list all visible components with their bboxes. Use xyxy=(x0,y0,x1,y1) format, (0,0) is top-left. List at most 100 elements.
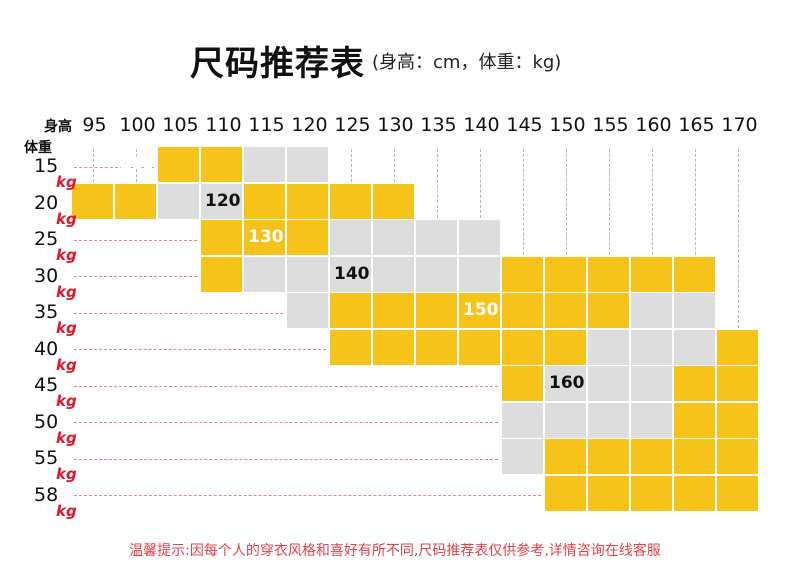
size-cell-yellow xyxy=(717,366,758,401)
size-cell-gray xyxy=(545,402,586,438)
size-cell-yellow xyxy=(674,366,715,401)
size-label: 120 xyxy=(205,190,241,211)
vertical-guide-line xyxy=(350,149,352,182)
height-column-label: 100 xyxy=(119,114,156,136)
weight-unit-label: kg xyxy=(56,501,77,520)
weight-row-label: 30 xyxy=(34,264,59,287)
size-cell-yellow xyxy=(588,475,629,511)
size-cell-yellow xyxy=(717,329,758,365)
size-cell-gray xyxy=(588,329,629,365)
vertical-guide-line xyxy=(479,149,481,218)
size-cell-yellow xyxy=(502,329,543,365)
size-cell-gray xyxy=(545,366,586,401)
weight-row-label: 25 xyxy=(34,228,59,250)
height-column-label: 145 xyxy=(506,114,543,136)
size-cell-gray xyxy=(158,183,199,219)
size-cell-yellow xyxy=(373,293,414,328)
size-cell-gray xyxy=(416,220,457,255)
size-label: 110 xyxy=(119,154,155,174)
size-cell-yellow xyxy=(244,220,285,255)
height-column-label: 110 xyxy=(205,114,242,136)
size-cell-gray xyxy=(201,183,242,219)
size-cell-gray xyxy=(502,402,543,438)
footer-note: 温馨提示:因每个人的穿衣风格和喜好有所不同,尺码推荐表仅供参考,详情咨询在线客服 xyxy=(129,543,661,559)
vertical-guide-line xyxy=(436,149,438,218)
size-cell-yellow xyxy=(545,475,586,511)
horizontal-guide-line xyxy=(74,239,197,241)
weight-row-label: 55 xyxy=(34,447,59,469)
chart-title: 尺码推荐表 xyxy=(190,44,365,84)
weight-unit-label: kg xyxy=(56,282,77,301)
size-label: 160 xyxy=(549,373,585,393)
size-cell-yellow xyxy=(201,147,242,182)
size-cell-gray xyxy=(330,220,371,255)
size-cell-gray xyxy=(631,366,672,401)
size-cell-yellow xyxy=(330,293,371,328)
height-column-label: 120 xyxy=(291,114,328,136)
size-cell-gray xyxy=(373,220,414,255)
size-cell-yellow xyxy=(287,220,328,255)
size-label: 150 xyxy=(463,300,499,320)
horizontal-guide-line xyxy=(74,495,541,496)
size-cell-yellow xyxy=(244,183,285,219)
size-cell-yellow xyxy=(416,329,457,365)
height-axis-label: 身高 xyxy=(44,119,72,135)
size-cell-yellow xyxy=(502,256,543,292)
size-cell-yellow xyxy=(717,475,758,511)
weight-unit-label: kg xyxy=(56,173,77,191)
size-cell-gray xyxy=(330,256,371,292)
height-column-label: 135 xyxy=(420,114,457,136)
size-cell-yellow xyxy=(631,256,672,292)
size-cell-yellow xyxy=(373,183,414,219)
size-cell-yellow xyxy=(502,293,543,328)
height-column-label: 150 xyxy=(549,114,586,136)
size-cell-gray xyxy=(502,439,543,474)
weight-axis-label: 体重 xyxy=(24,140,52,156)
size-cell-yellow xyxy=(588,256,629,292)
weight-unit-label: kg xyxy=(56,246,77,264)
size-cell-yellow xyxy=(330,329,371,365)
size-cell-yellow xyxy=(72,183,113,219)
horizontal-guide-line xyxy=(74,276,197,277)
horizontal-guide-line xyxy=(74,312,283,314)
size-cell-yellow xyxy=(674,439,715,474)
size-cell-gray xyxy=(674,293,715,328)
weight-unit-label: kg xyxy=(56,428,77,447)
height-column-label: 130 xyxy=(377,114,414,136)
horizontal-guide-line xyxy=(74,349,326,350)
vertical-guide-line xyxy=(92,149,94,182)
weight-unit-label: kg xyxy=(56,355,77,374)
size-cell-yellow xyxy=(545,439,586,474)
size-cell-gray xyxy=(416,256,457,292)
weight-row-label: 35 xyxy=(34,301,59,323)
size-cell-yellow xyxy=(717,439,758,474)
size-cell-yellow xyxy=(416,293,457,328)
vertical-guide-line xyxy=(737,149,739,328)
size-cell-yellow xyxy=(588,439,629,474)
weight-row-label: 50 xyxy=(34,410,59,433)
size-cell-gray xyxy=(674,329,715,365)
vertical-guide-line xyxy=(522,149,524,255)
height-column-label: 105 xyxy=(162,114,199,136)
weight-row-label: 58 xyxy=(34,483,59,506)
size-cell-gray xyxy=(459,256,500,292)
horizontal-guide-line xyxy=(74,458,498,460)
height-column-label: 125 xyxy=(334,114,371,136)
size-cell-yellow xyxy=(588,293,629,328)
size-label: 140 xyxy=(334,263,370,284)
height-column-label: 155 xyxy=(592,114,629,136)
size-cell-yellow xyxy=(502,366,543,401)
horizontal-guide-line xyxy=(74,385,498,387)
size-cell-yellow xyxy=(545,293,586,328)
size-cell-gray xyxy=(631,293,672,328)
weight-row-label: 40 xyxy=(34,337,59,360)
size-cell-yellow xyxy=(201,220,242,255)
vertical-guide-line xyxy=(135,149,137,182)
size-cell-yellow xyxy=(717,402,758,438)
size-cell-yellow xyxy=(330,183,371,219)
size-label: 130 xyxy=(248,227,284,247)
size-cell-gray xyxy=(459,220,500,255)
size-cell-yellow xyxy=(545,256,586,292)
horizontal-guide-line xyxy=(74,422,498,423)
size-cell-yellow xyxy=(373,329,414,365)
